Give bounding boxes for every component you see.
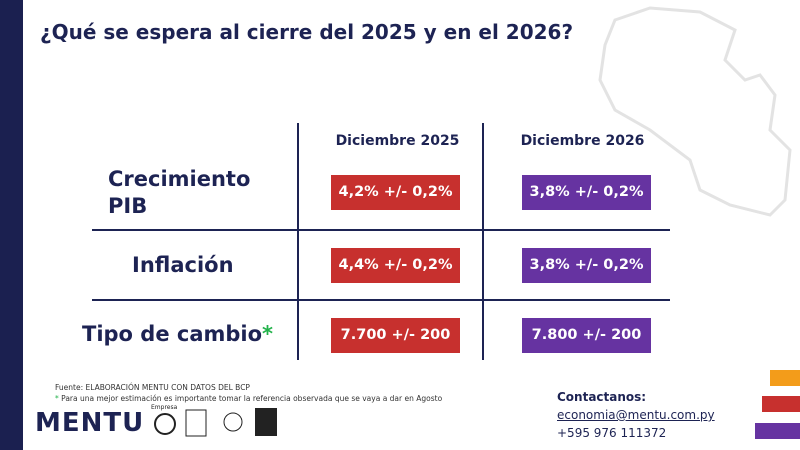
stripe [762,396,800,412]
value-badge: 3,8% +/- 0,2% [522,248,651,283]
contact-phone: +595 976 111372 [557,426,667,440]
logo: MENTU [35,408,145,438]
asterisk: * [262,322,274,346]
contact-email[interactable]: economia@mentu.com.py [557,408,715,422]
contact-heading: Contactanos: [557,390,647,404]
value-badge: 3,8% +/- 0,2% [522,175,651,210]
footnote: * Para una mejor estimación es important… [55,394,442,403]
b-corp-icon [154,413,176,435]
source-note: Fuente: ELABORACIÓN MENTU CON DATOS DEL … [55,383,250,392]
row-label: Tipo de cambio* [82,321,273,348]
value-badge: 7.800 +/- 200 [522,318,651,353]
asterisk: * [55,394,59,403]
stripe [755,423,800,439]
value-badge: 4,4% +/- 0,2% [331,248,460,283]
row-label: Inflación [132,253,234,277]
column-header: Diciembre 2026 [520,133,645,149]
cert-icon [255,408,277,436]
column-header: Diciembre 2025 [335,133,460,149]
map-outline [598,6,792,217]
stripe [770,370,800,386]
row-label: Crecimiento PIB [108,167,251,218]
value-badge: 4,2% +/- 0,2% [331,175,460,210]
row-label-text: Tipo de cambio [82,322,263,346]
side-bar [0,0,23,450]
value-badge: 7.700 +/- 200 [331,318,460,353]
footnote-text: Para una mejor estimación es importante … [61,394,443,403]
logo-badge: Empresa [151,404,178,411]
cert-icon [185,409,207,437]
title: ¿Qué se espera al cierre del 2025 y en e… [40,20,574,44]
cert-icon [223,412,243,432]
table-grid [92,123,670,360]
